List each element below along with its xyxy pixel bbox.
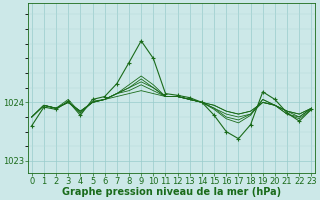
X-axis label: Graphe pression niveau de la mer (hPa): Graphe pression niveau de la mer (hPa) — [62, 187, 281, 197]
